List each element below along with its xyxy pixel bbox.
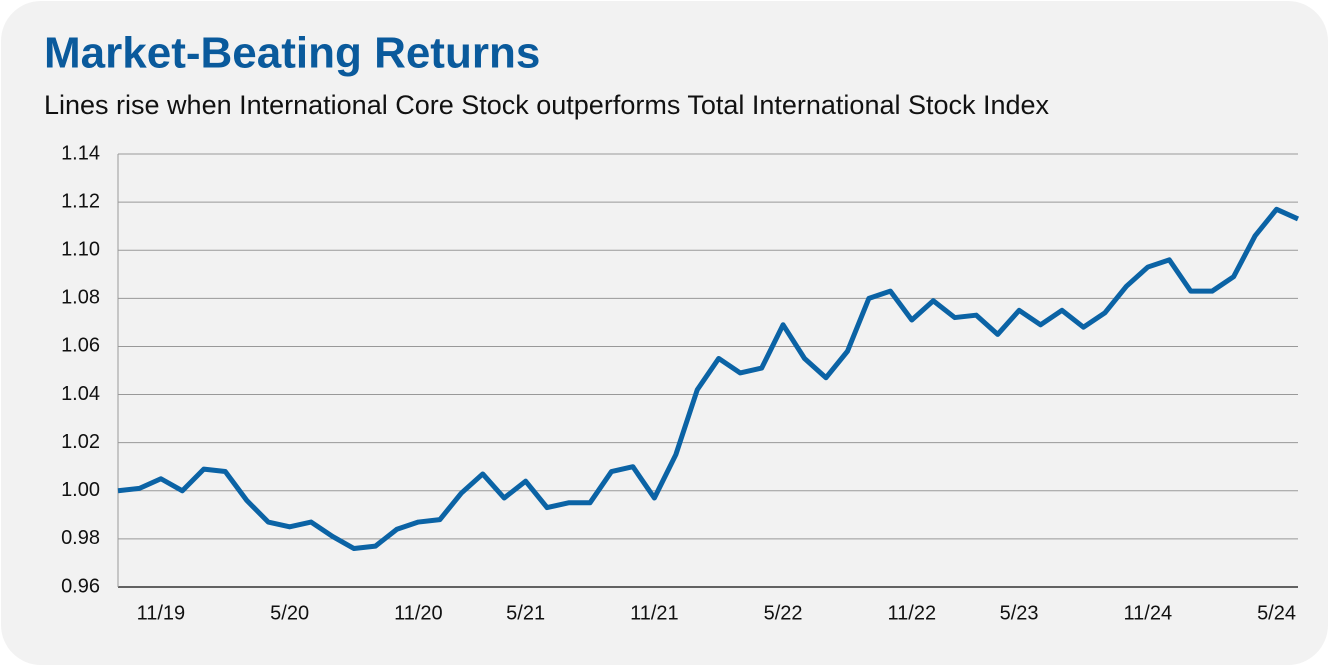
x-tick-label: 5/22 [764, 602, 803, 624]
chart-subtitle: Lines rise when International Core Stock… [44, 90, 1050, 120]
chart-title: Market-Beating Returns [44, 29, 540, 78]
x-tick-label: 11/21 [630, 602, 679, 624]
x-tick-label: 11/19 [137, 602, 186, 624]
y-tick-label: 1.04 [61, 383, 100, 405]
y-tick-label: 1.06 [61, 335, 100, 357]
y-tick-label: 1.00 [61, 479, 100, 501]
data-line [117, 206, 1300, 552]
y-tick-label: 1.12 [61, 190, 100, 212]
x-tick-label: 5/24 [1257, 602, 1296, 624]
x-tick-label: 11/24 [1124, 602, 1173, 624]
y-tick-label: 0.96 [61, 575, 100, 597]
x-tick-label: 5/23 [1000, 602, 1039, 624]
y-tick-label: 1.14 [61, 142, 100, 164]
x-tick-label: 11/22 [888, 602, 937, 624]
x-tick-label: 5/21 [506, 602, 545, 624]
y-tick-label: 1.08 [61, 287, 100, 309]
x-tick-label: 5/20 [270, 602, 309, 624]
x-tick-label: 11/20 [394, 602, 443, 624]
y-tick-label: 0.98 [61, 527, 100, 549]
y-tick-label: 1.02 [61, 431, 100, 453]
y-tick-label: 1.10 [61, 239, 100, 261]
